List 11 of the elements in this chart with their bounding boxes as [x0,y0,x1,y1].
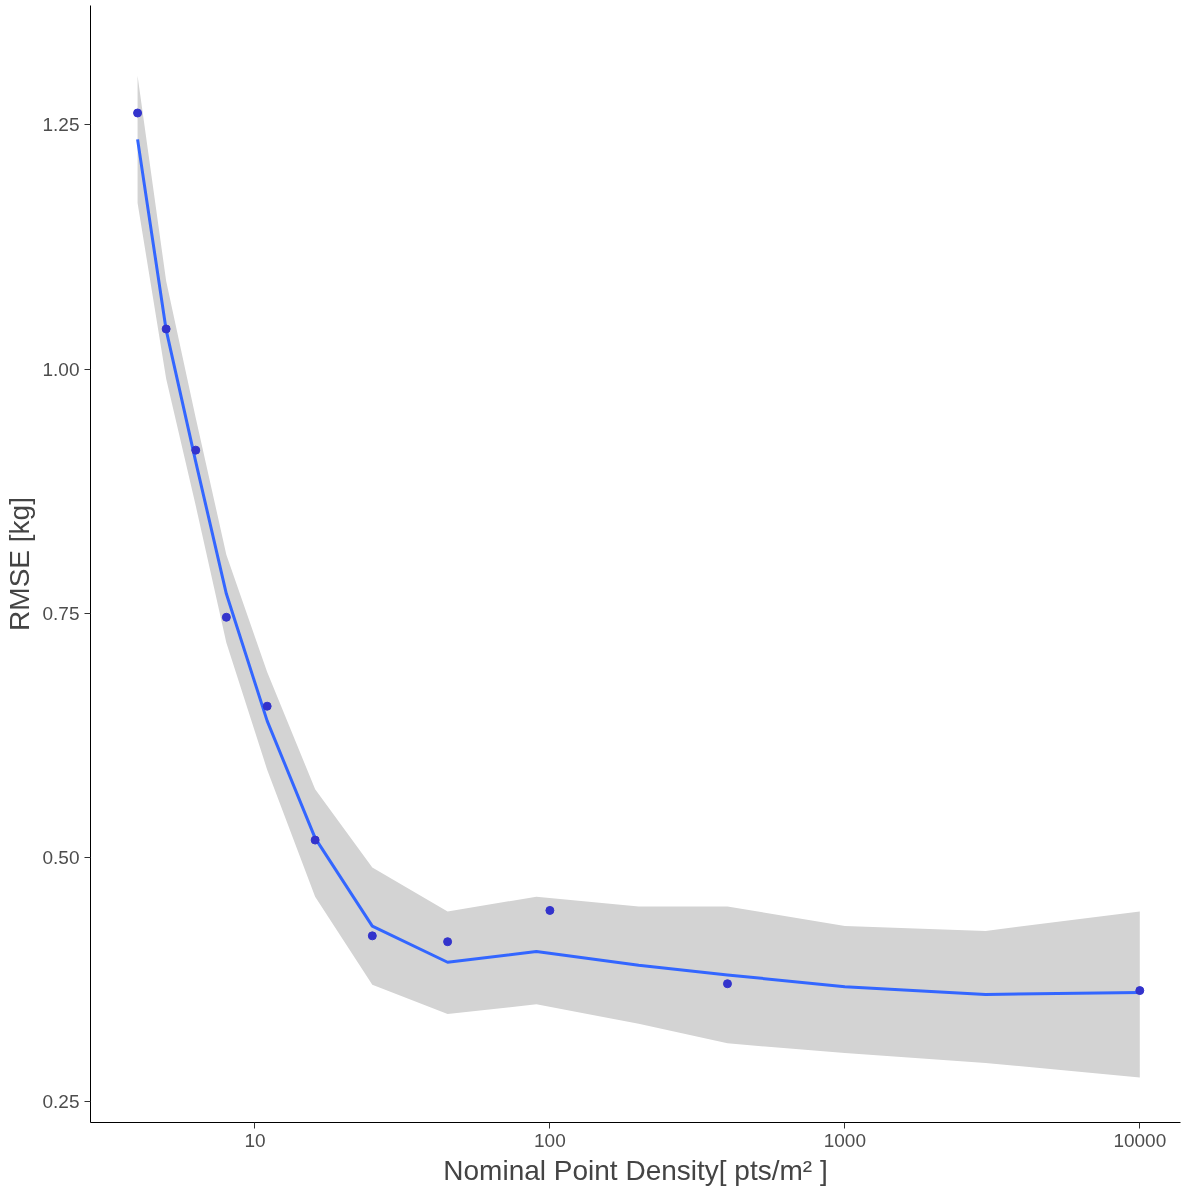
y-tick-label: 1.25 [42,114,80,136]
x-axis-title: Nominal Point Density[ pts/m² ] [443,1154,828,1186]
x-tick-label: 1000 [823,1129,866,1151]
y-tick-label: 0.75 [42,602,80,624]
x-tick-label: 10000 [1113,1129,1167,1151]
x-tick-label: 10 [244,1129,266,1151]
x-tick-label: 100 [534,1129,566,1151]
y-tick-label: 0.50 [42,847,80,869]
y-axis-title: RMSE [kg] [3,497,35,631]
y-tick-label: 0.25 [42,1091,80,1113]
y-tick-label: 1.00 [42,358,80,380]
